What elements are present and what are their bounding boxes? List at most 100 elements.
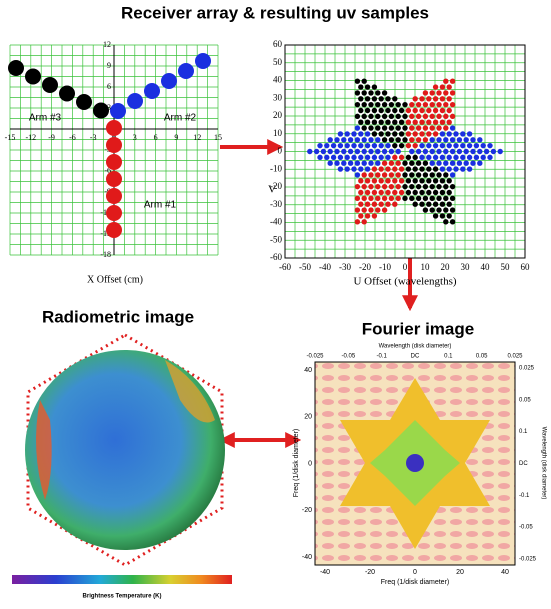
uv-sample	[372, 155, 377, 160]
uv-sample	[423, 196, 428, 201]
uv-sample	[447, 96, 452, 101]
uv-sample	[358, 143, 363, 148]
uv-sample	[443, 184, 448, 189]
uv-sample	[365, 96, 370, 101]
uv-sample	[368, 172, 373, 177]
antenna	[25, 69, 41, 85]
uv-sample	[382, 196, 387, 201]
uv-sample	[392, 166, 397, 171]
uv-sample	[389, 184, 394, 189]
uv-sample	[372, 120, 377, 125]
y-tick-label: 0	[278, 146, 283, 156]
antenna	[8, 60, 24, 76]
uv-sample	[443, 207, 448, 212]
uv-sample	[317, 143, 322, 148]
uv-sample	[416, 172, 421, 177]
uv-sample	[460, 166, 465, 171]
uv-sample	[433, 155, 438, 160]
antenna	[110, 103, 126, 119]
uv-sample	[348, 137, 353, 142]
uv-sample	[409, 102, 414, 107]
uv-sample	[345, 131, 350, 136]
uv-sample	[419, 178, 424, 183]
uv-sample	[368, 137, 373, 142]
uv-sample	[436, 172, 441, 177]
uv-sample	[334, 161, 339, 166]
uv-sample	[406, 108, 411, 113]
uv-sample	[379, 202, 384, 207]
uv-sample	[379, 155, 384, 160]
uv-sample	[443, 125, 448, 130]
uv-sample	[416, 196, 421, 201]
x-tick-label: 0	[413, 569, 417, 576]
uv-sample	[481, 143, 486, 148]
uv-sample	[385, 108, 390, 113]
uv-sample	[440, 96, 445, 101]
uv-sample	[368, 114, 373, 119]
uv-sample	[317, 155, 322, 160]
uv-sample	[355, 184, 360, 189]
y-tick-label: 40	[304, 367, 312, 374]
uv-sample	[328, 161, 333, 166]
uv-sample	[375, 161, 380, 166]
arm-label: Arm #1	[144, 200, 177, 211]
uv-sample	[433, 131, 438, 136]
uv-sample	[358, 120, 363, 125]
uv-sample	[392, 143, 397, 148]
uv-sample	[430, 90, 435, 95]
uv-sample	[440, 108, 445, 113]
uv-sample	[382, 125, 387, 130]
uv-sample	[481, 155, 486, 160]
uv-sample	[450, 219, 455, 224]
uv-sample	[457, 161, 462, 166]
right-tick-label: 0.05	[519, 397, 531, 403]
uv-sample	[392, 178, 397, 183]
uv-sample	[464, 137, 469, 142]
antenna	[106, 188, 122, 204]
panel-title: Radiometric image	[42, 307, 194, 326]
uv-sample	[385, 143, 390, 148]
y-tick-label: 9	[107, 61, 111, 70]
uv-sample	[467, 166, 472, 171]
uv-sample	[362, 196, 367, 201]
uv-sample	[379, 120, 384, 125]
uv-sample	[348, 149, 353, 154]
uv-sample	[487, 143, 492, 148]
uv-sample	[399, 131, 404, 136]
top-tick-label: 0.1	[444, 354, 453, 360]
uv-sample	[399, 166, 404, 171]
right-tick-label: 0.025	[519, 366, 535, 372]
uv-sample	[430, 137, 435, 142]
uv-sample	[426, 178, 431, 183]
uv-sample	[362, 161, 367, 166]
uv-sample	[375, 207, 380, 212]
uv-sample	[345, 155, 350, 160]
uv-sample	[372, 190, 377, 195]
uv-sample	[358, 166, 363, 171]
uv-sample	[396, 161, 401, 166]
uv-sample	[358, 84, 363, 89]
colorbar	[12, 575, 232, 584]
uv-sample	[457, 149, 462, 154]
x-tick-label: 10	[421, 262, 431, 272]
uv-sample	[372, 166, 377, 171]
arm-label: Arm #3	[29, 113, 62, 124]
uv-sample	[460, 143, 465, 148]
uv-sample	[345, 166, 350, 171]
uv-sample	[409, 114, 414, 119]
uv-sample	[443, 90, 448, 95]
uv-sample	[355, 207, 360, 212]
uv-sample	[470, 149, 475, 154]
x-tick-label: -15	[5, 133, 16, 142]
uv-sample	[406, 190, 411, 195]
right-tick-label: DC	[519, 461, 528, 467]
uv-sample	[430, 184, 435, 189]
x-tick-label: 50	[501, 262, 511, 272]
uv-sample	[413, 178, 418, 183]
uv-sample	[328, 137, 333, 142]
x-tick-label: -50	[299, 262, 311, 272]
uv-sample	[402, 196, 407, 201]
y-tick-label: -20	[270, 181, 282, 191]
uv-sample	[341, 161, 346, 166]
right-tick-label: 0.1	[519, 429, 528, 435]
